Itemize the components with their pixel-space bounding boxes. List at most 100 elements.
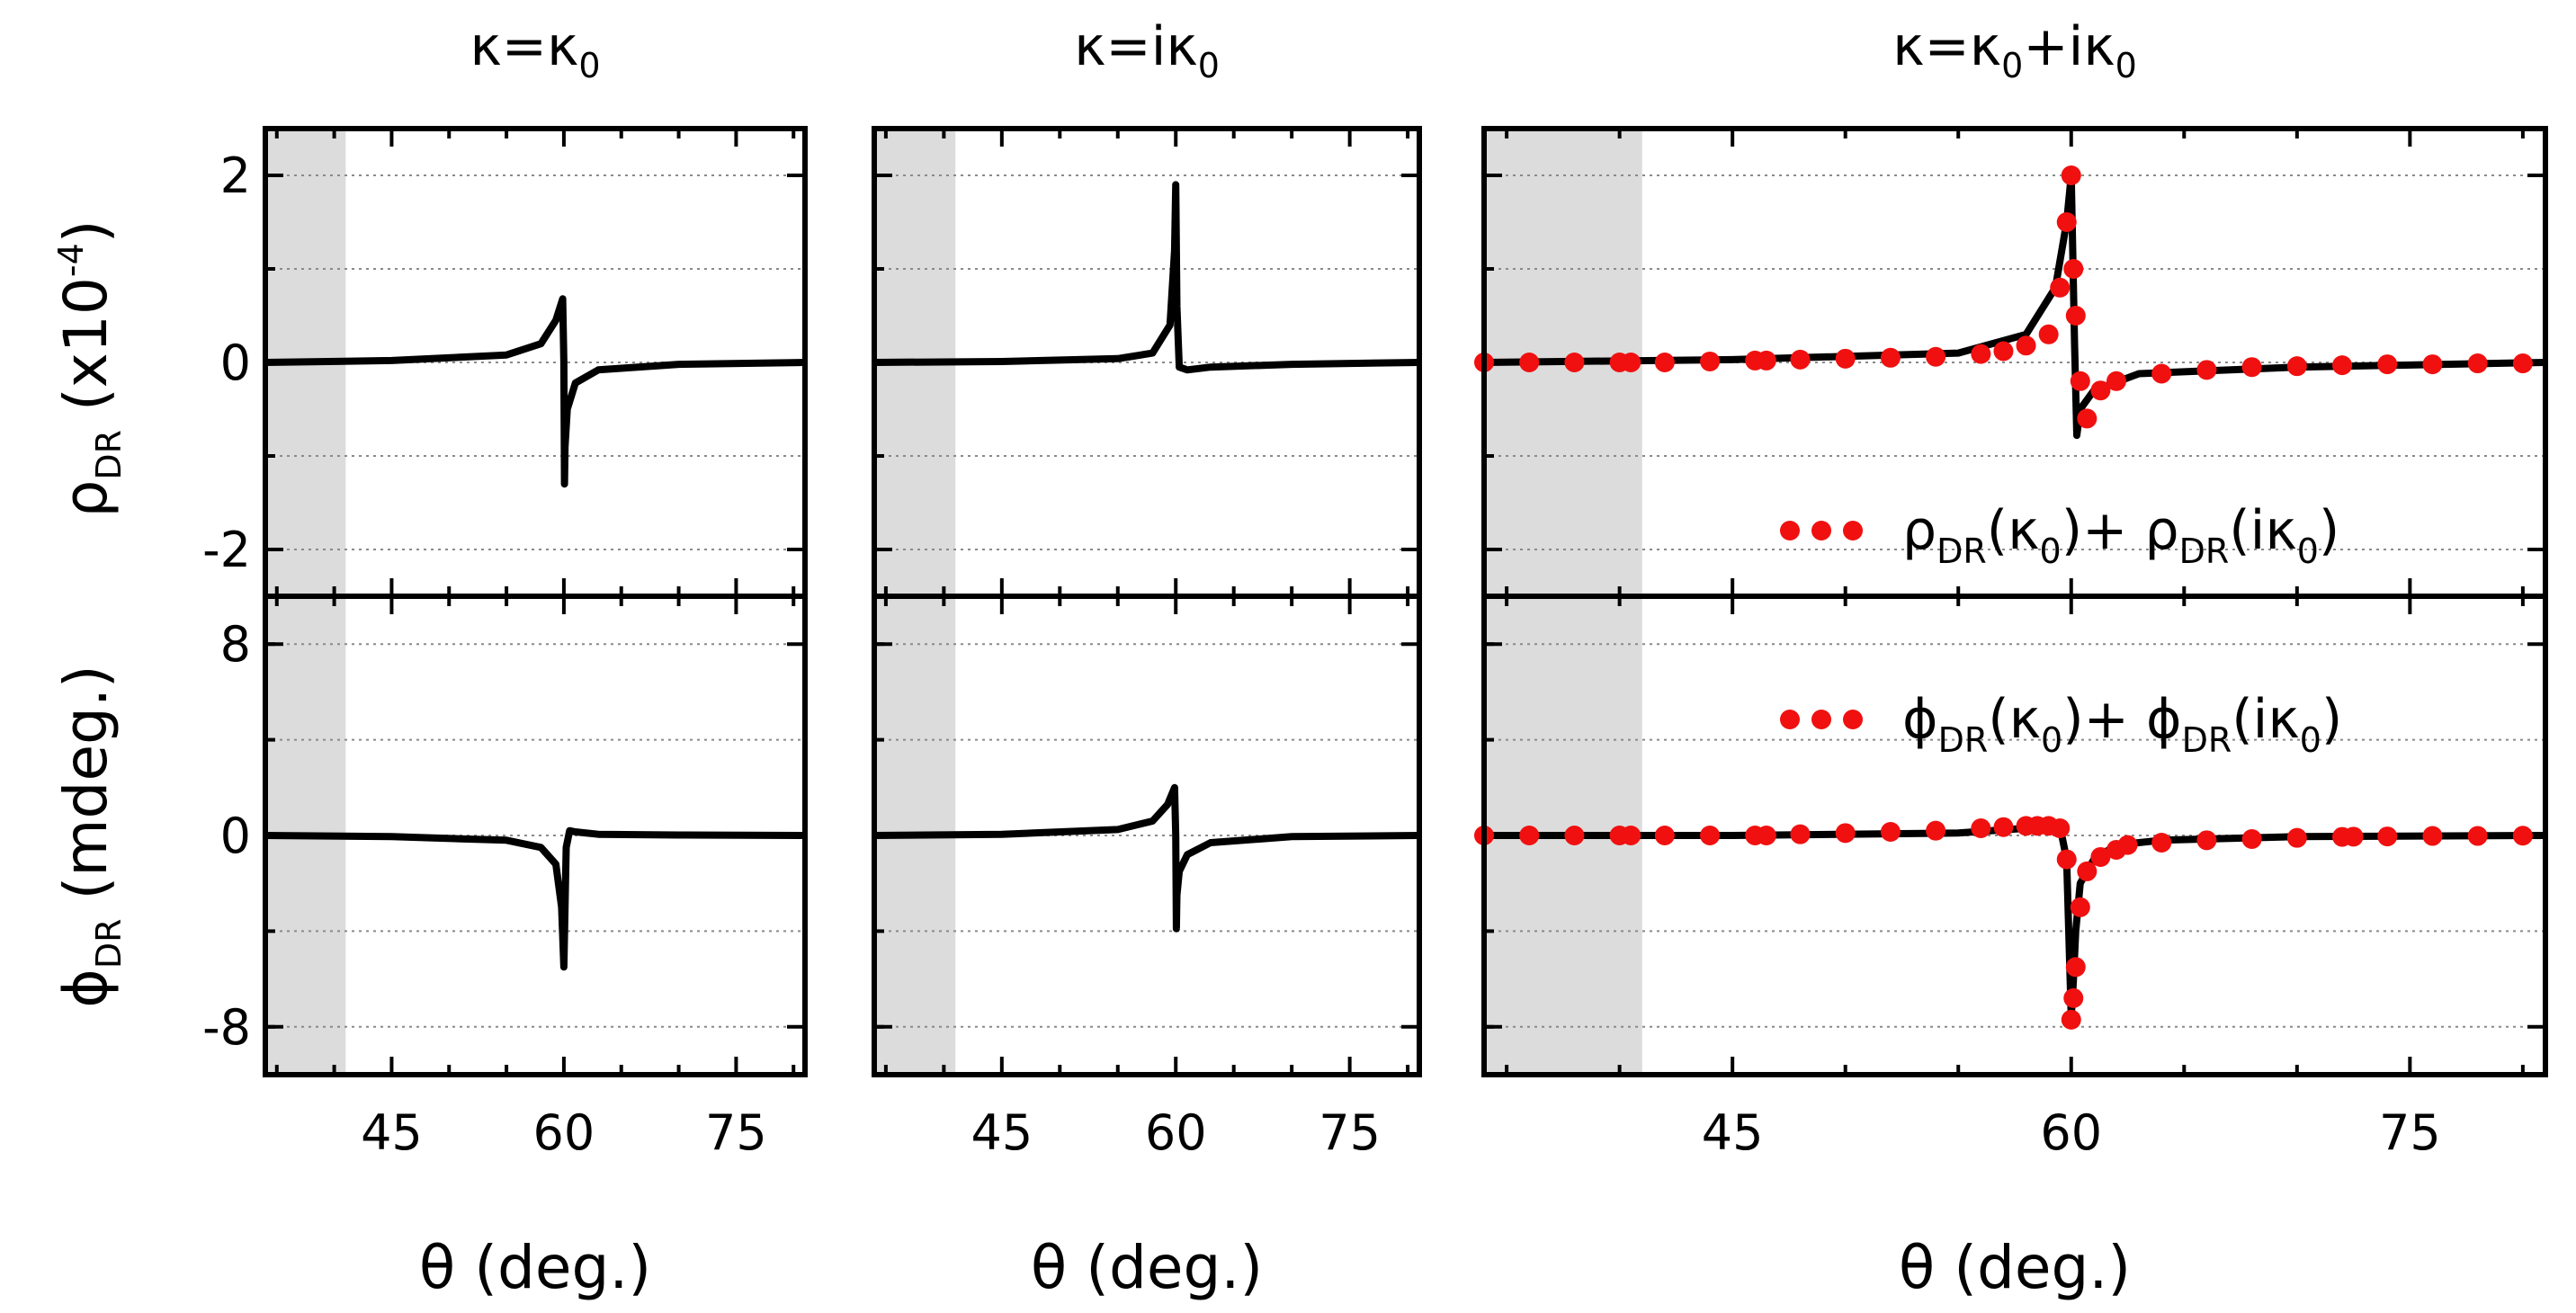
legend-marker <box>1843 521 1863 540</box>
legend-marker <box>1780 710 1800 729</box>
y-tick-label: 2 <box>220 147 251 204</box>
data-point <box>1621 826 1641 845</box>
data-point <box>1790 349 1811 370</box>
y-tick-label: 8 <box>220 616 251 673</box>
data-point <box>2422 826 2443 846</box>
data-point <box>2286 356 2307 377</box>
series-line <box>873 783 1420 933</box>
data-point <box>2241 828 2262 849</box>
legend-label: ϕDR(κ0)+ ϕDR(iκ0) <box>1902 688 2342 760</box>
data-point <box>1700 826 1721 845</box>
data-point <box>1564 826 1585 845</box>
panel-top-middle <box>872 126 1422 599</box>
data-point <box>2196 360 2217 380</box>
x-tick-label: 75 <box>2379 1104 2441 1161</box>
data-point <box>2117 835 2138 855</box>
x-axis-label-right: θ (deg.) <box>1899 1233 2131 1302</box>
data-point <box>2512 353 2533 374</box>
plot-frame <box>263 594 808 1077</box>
data-point <box>1564 353 1585 372</box>
data-point <box>1926 820 1946 841</box>
data-point <box>1519 353 1540 372</box>
x-tick-label: 60 <box>2040 1104 2102 1161</box>
x-tick-label: 60 <box>533 1104 595 1161</box>
data-point <box>1654 826 1675 845</box>
y-tick-label: 0 <box>220 808 251 864</box>
series-line <box>1483 172 2546 440</box>
plot-frame <box>1481 594 2548 1077</box>
data-point <box>2343 826 2364 847</box>
data-point <box>1519 826 1540 845</box>
series-line <box>264 295 806 488</box>
legend-marker <box>1780 521 1800 540</box>
title-right: κ=κ0+iκ0 <box>1892 15 2137 85</box>
x-tick-label: 75 <box>705 1104 767 1161</box>
legend-marker <box>1811 710 1831 729</box>
data-point <box>1700 351 1721 371</box>
data-point <box>2467 826 2488 846</box>
data-point <box>1993 817 2014 837</box>
plot-frame <box>872 594 1422 1077</box>
data-point <box>1756 350 1776 371</box>
data-point <box>2467 353 2488 374</box>
panels: -2 0 2 ρDR(κ0)+ ρDR(iκ0) -8 0 8 45 60 75 45 60 75 45 6… <box>202 126 2548 1161</box>
data-point <box>2056 849 2077 870</box>
panel-bottom-left: -8 0 8 45 60 75 <box>202 594 808 1161</box>
series-line <box>873 181 1420 374</box>
data-point <box>1926 346 1946 367</box>
data-point <box>1880 347 1901 368</box>
data-point <box>1835 348 1856 369</box>
data-point <box>2063 987 2084 1008</box>
data-point <box>2065 957 2086 978</box>
data-point <box>2512 826 2533 846</box>
data-point <box>2077 408 2097 429</box>
panel-top-right: ρDR(κ0)+ ρDR(iκ0) <box>1474 126 2548 599</box>
data-point <box>2377 826 2398 847</box>
data-point <box>2077 861 2097 881</box>
data-point <box>1756 826 1776 845</box>
data-point <box>2196 830 2217 851</box>
legend-label: ρDR(κ0)+ ρDR(iκ0) <box>1902 499 2339 571</box>
y-tick-label: 0 <box>220 335 251 391</box>
data-point <box>2286 827 2307 848</box>
title-middle: κ=iκ0 <box>1074 15 1220 85</box>
data-point <box>2151 363 2172 384</box>
data-point <box>2106 371 2126 391</box>
data-point <box>1790 824 1811 844</box>
data-point <box>2151 832 2172 853</box>
panel-top-left: -2 0 2 <box>202 126 808 599</box>
data-point <box>1971 344 1991 364</box>
x-tick-label: 45 <box>970 1104 1033 1161</box>
x-tick-label: 75 <box>1319 1104 1381 1161</box>
data-point <box>2016 335 2036 356</box>
data-point <box>2050 818 2071 839</box>
x-axis-label-left: θ (deg.) <box>419 1233 651 1302</box>
y-tick-label: -2 <box>202 522 251 578</box>
y-axis-label-bottom: ϕDR (mdeg.) <box>51 665 129 1007</box>
y-axis-label-top: ρDR (x10-4) <box>51 220 129 518</box>
x-axis-label-middle: θ (deg.) <box>1031 1233 1263 1302</box>
data-point <box>2090 846 2111 867</box>
panel-bottom-right: 45 60 75 ϕDR(κ0)+ ϕDR(iκ0) <box>1474 594 2548 1161</box>
series-line <box>1484 822 2546 1022</box>
data-point <box>2070 897 2090 917</box>
data-point <box>2332 355 2353 376</box>
series-line <box>264 826 806 971</box>
legend-marker <box>1811 521 1831 540</box>
data-point <box>2377 354 2398 375</box>
x-tick-label: 45 <box>1702 1104 1764 1161</box>
data-point <box>1971 818 1991 839</box>
data-point <box>2241 357 2262 378</box>
legend-marker <box>1843 710 1863 729</box>
data-point <box>2422 354 2443 375</box>
data-point <box>1654 353 1675 372</box>
panel-bottom-middle: 45 60 75 <box>872 594 1422 1161</box>
data-point <box>2063 259 2084 279</box>
data-point <box>1621 353 1641 372</box>
data-point <box>2061 165 2081 185</box>
data-point <box>2050 277 2071 298</box>
data-point <box>1993 341 2014 362</box>
data-point <box>2061 1009 2081 1030</box>
data-point <box>2070 371 2090 391</box>
